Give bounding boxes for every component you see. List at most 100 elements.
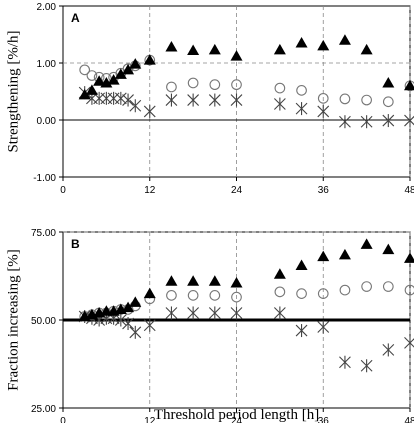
- asterisk-marker: [165, 306, 178, 320]
- asterisk-marker: [100, 91, 113, 105]
- circle-marker: [209, 79, 221, 91]
- asterisk-marker: [295, 324, 308, 338]
- asterisk-marker: [114, 91, 127, 105]
- triangle-marker: [404, 79, 414, 91]
- triangle-marker: [122, 63, 135, 75]
- triangle-marker: [187, 275, 200, 286]
- triangle-marker: [338, 248, 351, 260]
- circle-marker: [231, 79, 242, 91]
- circle-marker: [404, 284, 414, 296]
- asterisk-marker: [317, 320, 330, 334]
- circle-marker: [339, 93, 351, 105]
- triangle-marker: [317, 250, 330, 262]
- asterisk-marker: [208, 306, 221, 320]
- x-tick-label: 0: [60, 416, 66, 423]
- y-tick-label: 1.00: [37, 59, 57, 70]
- circle-marker: [187, 77, 199, 89]
- asterisk-marker: [122, 317, 134, 331]
- circle-marker: [382, 96, 394, 108]
- x-tick-label: 24: [231, 185, 243, 196]
- asterisk-marker: [129, 325, 142, 339]
- circle-marker: [382, 281, 394, 292]
- panel-a-label: A: [71, 11, 80, 25]
- triangle-marker: [129, 58, 142, 69]
- panel-b-x-ticks: 0 12 24 36 48: [60, 408, 414, 423]
- triangle-marker: [187, 44, 200, 55]
- triangle-marker: [208, 275, 221, 286]
- asterisk-marker: [339, 115, 351, 129]
- y-tick-label: 50.00: [31, 316, 56, 327]
- triangle-marker: [382, 76, 395, 88]
- asterisk-marker: [107, 91, 120, 105]
- asterisk-marker: [187, 93, 200, 107]
- triangle-marker: [404, 252, 414, 263]
- asterisk-marker: [404, 114, 414, 128]
- asterisk-marker: [295, 102, 308, 116]
- asterisk-marker: [404, 336, 414, 350]
- triangle-marker: [295, 37, 308, 48]
- triangle-marker: [78, 88, 91, 100]
- circle-marker: [86, 70, 98, 81]
- x-tick-label: 36: [318, 185, 330, 196]
- circle-marker: [209, 290, 221, 301]
- panel-b-y-axis-label: Fraction increasing [%]: [5, 249, 21, 391]
- asterisk-marker: [382, 343, 395, 357]
- y-tick-label: 25.00: [31, 404, 56, 415]
- panel-a-points: [78, 34, 414, 129]
- asterisk-marker: [230, 93, 243, 107]
- triangle-marker: [129, 296, 142, 307]
- triangle-marker: [273, 43, 286, 55]
- circle-marker: [166, 81, 177, 93]
- asterisk-marker: [230, 306, 243, 320]
- x-tick-label: 48: [404, 416, 414, 423]
- y-tick-label: 75.00: [31, 228, 56, 239]
- asterisk-marker: [114, 313, 127, 327]
- circle-marker: [166, 290, 177, 301]
- panel-a-y-ticks: -1.00 0.00 1.00 2.00: [33, 2, 63, 184]
- x-tick-label: 12: [144, 185, 156, 196]
- x-tick-label: 24: [231, 416, 243, 423]
- x-tick-label: 48: [404, 185, 414, 196]
- triangle-marker: [230, 50, 243, 61]
- circle-marker: [274, 286, 286, 298]
- panel-a-y-axis-label: Strengthening [%/h]: [5, 30, 21, 152]
- triangle-marker: [273, 268, 286, 279]
- panel-b-y-ticks: 25.00 50.00 75.00: [31, 228, 63, 415]
- circle-marker: [231, 291, 242, 303]
- triangle-marker: [382, 243, 395, 255]
- triangle-marker: [143, 54, 156, 65]
- triangle-marker: [295, 259, 308, 270]
- triangle-marker: [100, 76, 113, 88]
- asterisk-marker: [360, 359, 373, 373]
- x-tick-label: 0: [60, 185, 66, 196]
- circle-marker: [317, 288, 329, 299]
- asterisk-marker: [273, 97, 286, 111]
- circle-marker: [79, 64, 91, 76]
- triangle-marker: [317, 39, 330, 51]
- y-tick-label: 2.00: [37, 2, 57, 13]
- triangle-marker: [208, 43, 221, 55]
- y-tick-label: 0.00: [37, 116, 57, 127]
- asterisk-marker: [187, 306, 200, 320]
- triangle-marker: [165, 41, 178, 52]
- asterisk-marker: [317, 104, 330, 118]
- circle-marker: [361, 281, 372, 292]
- panel-b-label: B: [71, 237, 80, 251]
- asterisk-marker: [208, 93, 221, 107]
- asterisk-marker: [165, 93, 178, 107]
- x-tick-label: 12: [144, 416, 156, 423]
- circle-marker: [274, 82, 286, 94]
- circle-marker: [187, 290, 199, 301]
- circle-marker: [296, 288, 307, 299]
- triangle-marker: [230, 277, 243, 288]
- x-tick-label: 36: [318, 416, 330, 423]
- y-tick-label: -1.00: [33, 173, 56, 184]
- asterisk-marker: [129, 99, 142, 113]
- asterisk-marker: [382, 114, 395, 128]
- triangle-marker: [122, 301, 135, 313]
- triangle-marker: [360, 238, 373, 249]
- triangle-marker: [143, 287, 156, 299]
- triangle-marker: [107, 74, 120, 85]
- panel-b-points: [78, 238, 414, 373]
